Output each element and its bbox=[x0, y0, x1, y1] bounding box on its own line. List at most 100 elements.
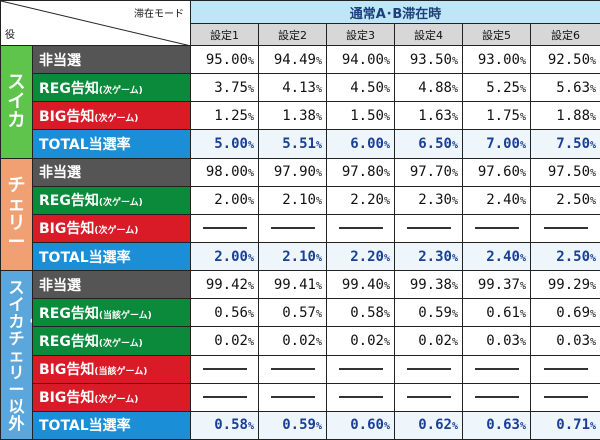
value-number: 2.50 bbox=[556, 192, 591, 209]
value-cell: 4.88% bbox=[394, 73, 463, 103]
dash-mark bbox=[202, 396, 247, 399]
value-number: 97.60 bbox=[477, 164, 520, 181]
group-cherry-label: チェリー bbox=[0, 157, 33, 272]
value-cell: 0.02% bbox=[326, 326, 395, 356]
percent-unit: % bbox=[590, 336, 597, 348]
dash-mark bbox=[406, 227, 451, 230]
percent-unit: % bbox=[383, 421, 390, 433]
role-axis-label: 役 bbox=[5, 30, 15, 41]
group-suika-text: スイカ bbox=[7, 72, 26, 132]
row-label-main: BIG告知 bbox=[39, 390, 95, 407]
empty-cell bbox=[462, 213, 531, 243]
percent-unit: % bbox=[451, 168, 458, 180]
value-cell: 0.60% bbox=[326, 410, 395, 440]
row-label-main: 非当選 bbox=[39, 277, 81, 294]
table-row: REG告知(次ゲーム) 2.00% 2.10% 2.20% 2.30% 2.40% 2.50… bbox=[1, 185, 600, 215]
value-cell: 0.62% bbox=[394, 410, 463, 440]
table-corner: 滞在モード 役 bbox=[0, 0, 191, 46]
value-number: 0.03 bbox=[556, 332, 591, 349]
value-cell: 4.50% bbox=[326, 73, 395, 103]
percent-unit: % bbox=[519, 139, 526, 151]
percent-unit: % bbox=[383, 308, 390, 320]
value-number: 0.02 bbox=[214, 332, 248, 349]
percent-unit: % bbox=[247, 83, 254, 95]
value-cell: 2.20% bbox=[326, 241, 395, 272]
value-cell: 2.10% bbox=[258, 241, 327, 272]
percent-unit: % bbox=[247, 336, 254, 348]
table-row: BIG告知(次ゲーム) bbox=[1, 213, 600, 243]
value-cell: 1.50% bbox=[326, 101, 395, 131]
dash-mark bbox=[474, 368, 519, 371]
row-label-sub: (次ゲーム) bbox=[94, 113, 139, 124]
empty-cell bbox=[258, 382, 327, 412]
value-cell: 0.56% bbox=[190, 298, 259, 328]
empty-cell bbox=[326, 354, 395, 384]
row-label-main: BIG告知 bbox=[39, 108, 95, 125]
dash-mark bbox=[270, 396, 315, 399]
percent-unit: % bbox=[383, 139, 390, 151]
row-label-big: BIG告知(次ゲーム) bbox=[32, 213, 191, 243]
table-row: スイカ・チェリー以外非当選99.42%99.41%99.40%99.38%99.… bbox=[0, 270, 600, 440]
value-number: 99.29 bbox=[547, 276, 591, 293]
value-cell: 6.50% bbox=[394, 129, 463, 159]
percent-unit: % bbox=[519, 196, 526, 208]
value-number: 94.49 bbox=[273, 51, 316, 68]
value-number: 2.50 bbox=[556, 248, 591, 265]
value-number: 97.70 bbox=[409, 164, 452, 181]
dash-mark bbox=[338, 368, 383, 371]
setting-header-1: 設定1 bbox=[190, 23, 259, 46]
value-number: 1.75 bbox=[486, 107, 520, 124]
value-number: 0.71 bbox=[556, 417, 591, 434]
percent-unit: % bbox=[590, 252, 597, 264]
value-cell: 0.59% bbox=[394, 298, 463, 328]
row-label-total: TOTAL当選率 bbox=[32, 410, 191, 440]
setting-header-3: 設定3 bbox=[326, 23, 395, 46]
percent-unit: % bbox=[247, 308, 254, 320]
value-number: 4.13 bbox=[282, 79, 316, 96]
percent-unit: % bbox=[247, 168, 254, 180]
value-number: 0.63 bbox=[486, 417, 520, 434]
empty-cell bbox=[326, 213, 395, 243]
value-number: 2.40 bbox=[486, 192, 520, 209]
setting-header-2: 設定2 bbox=[258, 23, 327, 46]
value-cell: 2.40% bbox=[462, 185, 531, 215]
table-row: TOTAL当選率 2.00% 2.10% 2.20% 2.30% 2.40% 2.50% bbox=[1, 241, 600, 272]
percent-unit: % bbox=[451, 308, 458, 320]
percent-unit: % bbox=[590, 196, 597, 208]
value-number: 4.88 bbox=[418, 79, 452, 96]
value-cell: 2.50% bbox=[529, 241, 600, 272]
row-label-reg: REG告知(次ゲーム) bbox=[32, 73, 191, 103]
value-number: 0.61 bbox=[486, 304, 520, 321]
row-label-main: REG告知 bbox=[39, 333, 99, 350]
percent-unit: % bbox=[383, 111, 390, 123]
percent-unit: % bbox=[247, 252, 254, 264]
dash-mark bbox=[270, 227, 315, 230]
percent-unit: % bbox=[383, 280, 390, 292]
row-label-reg: REG告知(当該ゲーム) bbox=[32, 298, 191, 328]
value-number: 0.02 bbox=[282, 332, 316, 349]
row-label-sub: (次ゲーム) bbox=[98, 338, 143, 349]
percent-unit: % bbox=[519, 308, 526, 320]
row-label-sub: (次ゲーム) bbox=[94, 226, 139, 237]
group-suika-label: スイカ bbox=[0, 45, 33, 159]
percent-unit: % bbox=[590, 83, 597, 95]
row-label-main: BIG告知 bbox=[39, 221, 95, 238]
value-number: 0.60 bbox=[350, 417, 384, 434]
row-label-total: TOTAL当選率 bbox=[32, 129, 191, 159]
value-cell: 1.75% bbox=[462, 101, 531, 131]
percent-unit: % bbox=[247, 111, 254, 123]
empty-cell bbox=[190, 354, 259, 384]
value-number: 0.69 bbox=[556, 304, 591, 321]
empty-cell bbox=[326, 382, 395, 412]
setting-header-5: 設定5 bbox=[462, 23, 531, 46]
value-number: 5.63 bbox=[556, 79, 591, 96]
percent-unit: % bbox=[315, 111, 322, 123]
table-row: REG告知(当該ゲーム) 0.56% 0.57% 0.58% 0.59% 0.61% 0.6… bbox=[1, 298, 600, 328]
value-cell: 0.03% bbox=[462, 326, 531, 356]
value-number: 1.50 bbox=[350, 107, 384, 124]
value-cell: 2.00% bbox=[190, 185, 259, 215]
value-number: 0.02 bbox=[418, 332, 452, 349]
percent-unit: % bbox=[315, 308, 322, 320]
value-cell: 4.13% bbox=[258, 73, 327, 103]
row-label-nonhit: 非当選 bbox=[32, 157, 191, 187]
